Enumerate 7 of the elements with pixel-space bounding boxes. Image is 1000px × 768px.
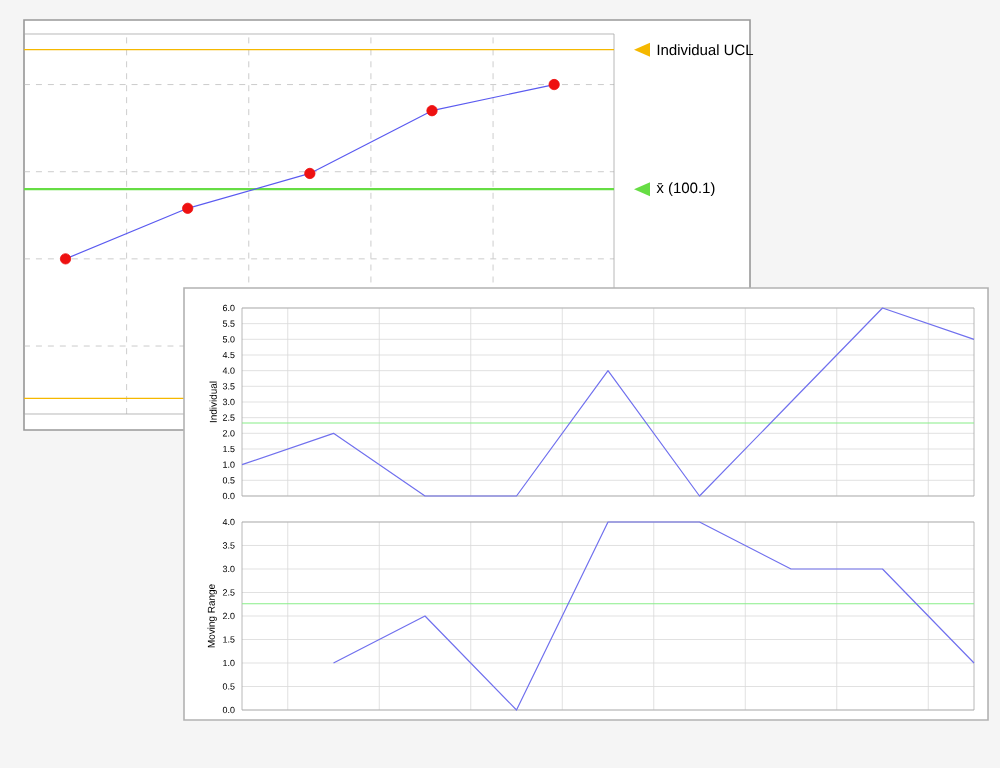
point (304, 167, 316, 180)
line-series (241, 307, 975, 497)
point (182, 202, 194, 214)
point (426, 105, 438, 117)
point (59, 253, 72, 265)
point (548, 78, 560, 91)
line-series (332, 521, 975, 711)
